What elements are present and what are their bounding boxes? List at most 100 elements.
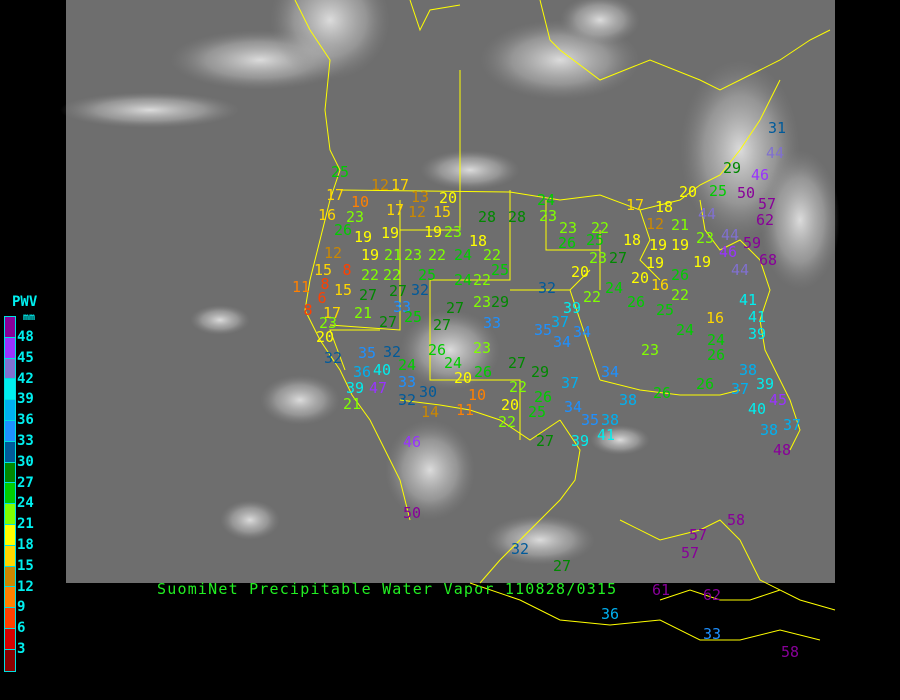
border-line (399, 399, 561, 441)
border-line (329, 329, 380, 371)
station-pwv-value: 13 (411, 188, 429, 206)
border-line (539, 0, 831, 91)
cloud-cover (60, 0, 840, 565)
station-pwv-value: 19 (424, 223, 442, 241)
political-borders (294, 0, 836, 641)
station-pwv-value: 15 (334, 281, 352, 299)
station-pwv-value: 32 (398, 391, 416, 409)
station-pwv-value: 12 (324, 244, 342, 262)
station-pwv-value: 22 (671, 286, 689, 304)
station-pwv-value: 22 (498, 413, 516, 431)
legend-tick: 12 (17, 578, 34, 595)
legend-tick: 27 (17, 474, 34, 491)
station-pwv-value: 41 (597, 426, 615, 444)
station-pwv-value: 62 (756, 211, 774, 229)
cloud (760, 150, 840, 290)
station-pwv-value: 38 (601, 411, 619, 429)
station-pwv-value: 26 (696, 375, 714, 393)
legend-colorbar (4, 316, 16, 672)
legend-label: PWV (12, 294, 38, 310)
station-pwv-value: 58 (727, 511, 745, 529)
station-pwv-value: 39 (346, 379, 364, 397)
station-pwv-value: 12 (646, 215, 664, 233)
border-line (430, 190, 511, 281)
legend-tick: 9 (17, 599, 26, 616)
station-pwv-value: 35 (534, 321, 552, 339)
station-pwv-value: 12 (408, 203, 426, 221)
station-pwv-value: 8 (320, 275, 329, 293)
station-pwv-value: 16 (706, 309, 724, 327)
station-pwv-value: 17 (391, 176, 409, 194)
station-pwv-value: 25 (491, 261, 509, 279)
station-pwv-value: 25 (418, 266, 436, 284)
station-pwv-value: 46 (403, 433, 421, 451)
cloud (220, 500, 280, 540)
station-pwv-value: 32 (538, 279, 556, 297)
station-pwv-value: 30 (419, 383, 437, 401)
station-pwv-value: 61 (652, 581, 670, 599)
station-pwv-value: 24 (605, 279, 623, 297)
station-pwv-value: 62 (703, 586, 721, 604)
legend-tick: 36 (17, 412, 34, 429)
border-line (294, 0, 411, 521)
legend-tick: 3 (17, 641, 26, 657)
station-pwv-value: 27 (446, 299, 464, 317)
station-pwv-value: 25 (331, 163, 349, 181)
station-pwv-value: 44 (731, 261, 749, 279)
cloud (385, 420, 475, 520)
station-pwv-value: 44 (766, 144, 784, 162)
station-pwv-value: 40 (748, 400, 766, 418)
station-pwv-value: 33 (398, 373, 416, 391)
station-pwv-value: 17 (626, 196, 644, 214)
station-pwv-value: 16 (651, 276, 669, 294)
legend-swatch (5, 628, 15, 650)
station-pwv-value: 22 (583, 288, 601, 306)
station-pwv-value: 32 (383, 343, 401, 361)
station-pwv-value: 21 (354, 304, 372, 322)
legend-swatch (5, 608, 15, 629)
station-pwv-value: 19 (381, 224, 399, 242)
station-pwv-value: 20 (571, 263, 589, 281)
station-pwv-value: 20 (439, 189, 457, 207)
legend-swatch (5, 545, 15, 567)
station-pwv-value: 11 (292, 278, 310, 296)
station-pwv-value: 59 (743, 234, 761, 252)
station-pwv-value: 25 (528, 403, 546, 421)
station-pwv-value: 26 (534, 388, 552, 406)
legend-swatch (5, 420, 15, 442)
station-pwv-value: 29 (491, 293, 509, 311)
station-pwv-value: 39 (748, 325, 766, 343)
station-pwv-value: 8 (303, 301, 312, 319)
legend-tick: 15 (17, 557, 34, 574)
station-pwv-value: 38 (619, 391, 637, 409)
station-pwv-value: 50 (737, 184, 755, 202)
station-pwv-value: 44 (698, 205, 716, 223)
legend-swatch (5, 587, 15, 609)
station-pwv-value: 47 (369, 379, 387, 397)
station-pwv-value: 27 (536, 432, 554, 450)
station-pwv-value: 21 (384, 246, 402, 264)
station-pwv-value: 28 (478, 208, 496, 226)
station-pwv-value: 17 (323, 304, 341, 322)
station-pwv-value: 37 (731, 380, 749, 398)
station-pwv-value: 58 (781, 643, 799, 661)
station-pwv-value: 15 (433, 203, 451, 221)
map-title: SuomiNet Precipitable Water Vapor 110828… (157, 580, 618, 598)
station-pwv-value: 27 (508, 354, 526, 372)
station-pwv-value: 21 (671, 216, 689, 234)
station-pwv-value: 27 (389, 282, 407, 300)
station-pwv-value: 19 (649, 236, 667, 254)
station-pwv-value: 23 (559, 219, 577, 237)
cloud (560, 0, 640, 45)
legend-tick: 30 (17, 453, 34, 470)
legend-swatch (5, 504, 15, 525)
station-pwv-value: 39 (571, 432, 589, 450)
station-pwv-value: 20 (501, 396, 519, 414)
station-pwv-value: 39 (756, 375, 774, 393)
station-pwv-value: 45 (769, 391, 787, 409)
border-line (639, 209, 661, 281)
station-pwv-value: 26 (474, 363, 492, 381)
station-pwv-value: 27 (359, 286, 377, 304)
cloud (270, 0, 390, 80)
